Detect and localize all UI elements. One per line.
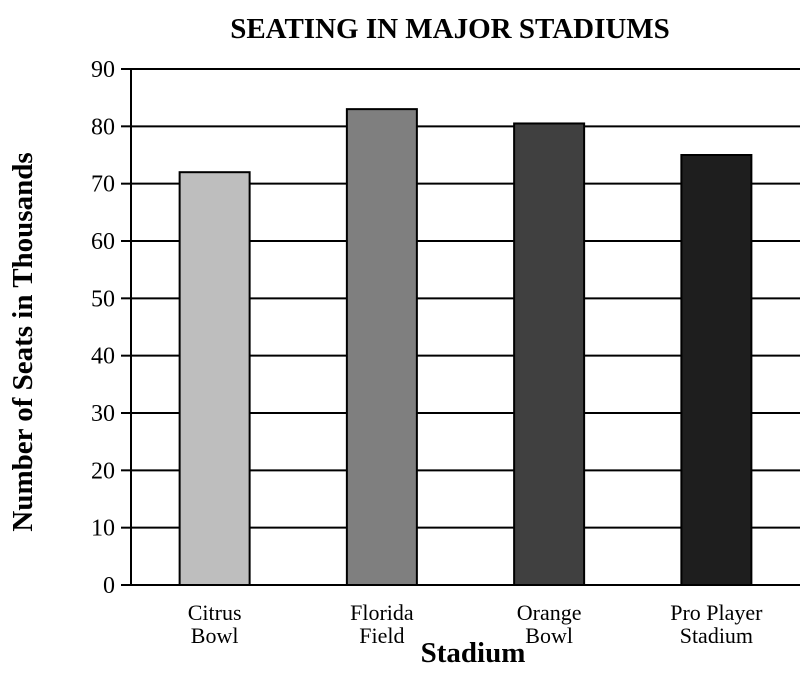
x-tick-label: Bowl bbox=[525, 623, 573, 648]
y-tick-label: 90 bbox=[91, 57, 115, 83]
y-tick-label: 60 bbox=[91, 229, 115, 255]
tick-labels: 0102030405060708090CitrusBowlFloridaFiel… bbox=[91, 57, 763, 648]
y-tick-label: 10 bbox=[91, 516, 115, 542]
y-tick-label: 0 bbox=[103, 573, 115, 599]
y-axis-label: Number of Seats in Thousands bbox=[7, 152, 39, 531]
x-tick-label: Orange bbox=[517, 600, 582, 625]
y-tick-label: 80 bbox=[91, 114, 115, 140]
y-tick-label: 70 bbox=[91, 172, 115, 198]
y-tick-label: 40 bbox=[91, 344, 115, 370]
x-tick-label: Citrus bbox=[188, 600, 242, 625]
bar bbox=[345, 108, 418, 586]
bar bbox=[178, 171, 251, 586]
axes bbox=[121, 68, 800, 586]
x-tick-label: Bowl bbox=[191, 623, 239, 648]
x-tick-label: Stadium bbox=[680, 623, 753, 648]
y-tick-label: 20 bbox=[91, 458, 115, 484]
bars bbox=[178, 108, 753, 586]
x-tick-label: Field bbox=[359, 623, 404, 648]
x-axis-label: Stadium bbox=[421, 637, 526, 669]
y-tick-label: 30 bbox=[91, 401, 115, 427]
bar bbox=[513, 122, 586, 586]
x-tick-label: Florida bbox=[350, 600, 414, 625]
bar bbox=[680, 154, 753, 586]
chart-title: SEATING IN MAJOR STADIUMS bbox=[230, 13, 670, 45]
y-tick-label: 50 bbox=[91, 286, 115, 312]
x-tick-label: Pro Player bbox=[670, 600, 763, 625]
